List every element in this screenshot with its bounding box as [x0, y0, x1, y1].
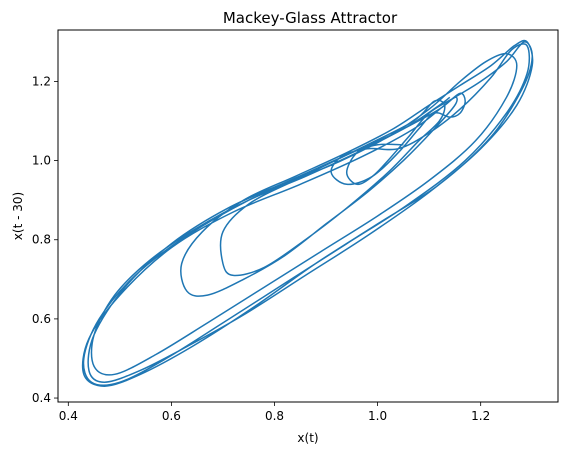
- x-axis-label: x(t): [297, 431, 318, 445]
- y-tick-label: 0.8: [32, 233, 51, 247]
- x-axis: 0.4 0.6 0.8 1.0 1.2: [59, 402, 490, 423]
- y-tick-label: 1.2: [32, 74, 51, 88]
- series-line-0: [81, 39, 534, 387]
- axes-frame: [57, 29, 559, 403]
- chart-title: Mackey-Glass Attractor: [223, 9, 398, 27]
- x-tick-label: 0.6: [162, 409, 181, 423]
- y-tick-label: 0.6: [32, 312, 51, 326]
- y-tick-label: 1.0: [32, 154, 51, 168]
- x-tick-label: 0.4: [59, 409, 78, 423]
- plot-area: [81, 39, 534, 387]
- x-tick-label: 0.8: [265, 409, 284, 423]
- x-tick-label: 1.0: [368, 409, 387, 423]
- x-tick-label: 1.2: [471, 409, 490, 423]
- y-axis: 0.4 0.6 0.8 1.0 1.2: [32, 74, 58, 405]
- y-tick-label: 0.4: [32, 391, 51, 405]
- y-axis-label: x(t - 30): [11, 192, 25, 240]
